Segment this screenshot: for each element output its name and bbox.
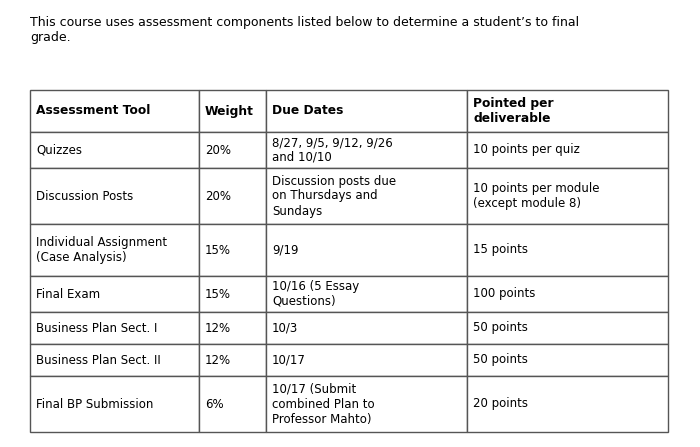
Bar: [199, 90, 266, 132]
Bar: [199, 312, 266, 344]
Text: 10/16 (5 Essay
Questions): 10/16 (5 Essay Questions): [272, 280, 359, 308]
Text: 10 points per quiz: 10 points per quiz: [473, 143, 580, 156]
Bar: [467, 90, 668, 132]
Text: 10/17: 10/17: [272, 354, 306, 367]
Bar: [266, 168, 467, 224]
Text: 20%: 20%: [205, 190, 231, 202]
Text: 10/17 (Submit
combined Plan to
Professor Mahto): 10/17 (Submit combined Plan to Professor…: [272, 383, 374, 426]
Bar: [199, 224, 266, 276]
Bar: [266, 90, 467, 132]
Bar: [266, 312, 467, 344]
Text: Business Plan Sect. II: Business Plan Sect. II: [36, 354, 161, 367]
Text: 8/27, 9/5, 9/12, 9/26
and 10/10: 8/27, 9/5, 9/12, 9/26 and 10/10: [272, 136, 393, 164]
Bar: [30, 376, 199, 432]
Bar: [467, 312, 668, 344]
Bar: [266, 344, 467, 376]
Bar: [266, 376, 467, 432]
Bar: [266, 276, 467, 312]
Text: 12%: 12%: [205, 354, 231, 367]
Text: 50 points: 50 points: [473, 321, 528, 334]
Text: 15%: 15%: [205, 244, 231, 257]
Text: Final BP Submission: Final BP Submission: [36, 397, 153, 410]
Text: Weight: Weight: [205, 105, 254, 118]
Text: This course uses assessment components listed below to determine a student’s to : This course uses assessment components l…: [30, 16, 579, 44]
Text: 20%: 20%: [205, 143, 231, 156]
Text: Business Plan Sect. I: Business Plan Sect. I: [36, 321, 158, 334]
Bar: [30, 90, 199, 132]
Bar: [467, 132, 668, 168]
Bar: [199, 344, 266, 376]
Text: Due Dates: Due Dates: [272, 105, 344, 118]
Bar: [30, 276, 199, 312]
Text: 10/3: 10/3: [272, 321, 298, 334]
Bar: [199, 168, 266, 224]
Bar: [467, 224, 668, 276]
Bar: [30, 132, 199, 168]
Text: 20 points: 20 points: [473, 397, 528, 410]
Text: Assessment Tool: Assessment Tool: [36, 105, 150, 118]
Text: 100 points: 100 points: [473, 287, 536, 300]
Text: Final Exam: Final Exam: [36, 287, 100, 300]
Text: Quizzes: Quizzes: [36, 143, 82, 156]
Text: Discussion Posts: Discussion Posts: [36, 190, 133, 202]
Text: 50 points: 50 points: [473, 354, 528, 367]
Bar: [30, 168, 199, 224]
Bar: [467, 168, 668, 224]
Text: Pointed per
deliverable: Pointed per deliverable: [473, 97, 554, 125]
Text: 10 points per module
(except module 8): 10 points per module (except module 8): [473, 182, 599, 210]
Bar: [467, 376, 668, 432]
Text: 15%: 15%: [205, 287, 231, 300]
Text: 12%: 12%: [205, 321, 231, 334]
Bar: [467, 276, 668, 312]
Bar: [266, 132, 467, 168]
Bar: [30, 224, 199, 276]
Text: 15 points: 15 points: [473, 244, 528, 257]
Bar: [30, 312, 199, 344]
Bar: [199, 132, 266, 168]
Text: Individual Assignment
(Case Analysis): Individual Assignment (Case Analysis): [36, 236, 167, 264]
Text: 6%: 6%: [205, 397, 224, 410]
Bar: [30, 344, 199, 376]
Bar: [199, 376, 266, 432]
Text: Discussion posts due
on Thursdays and
Sundays: Discussion posts due on Thursdays and Su…: [272, 174, 396, 218]
Bar: [467, 344, 668, 376]
Bar: [266, 224, 467, 276]
Text: 9/19: 9/19: [272, 244, 299, 257]
Bar: [199, 276, 266, 312]
